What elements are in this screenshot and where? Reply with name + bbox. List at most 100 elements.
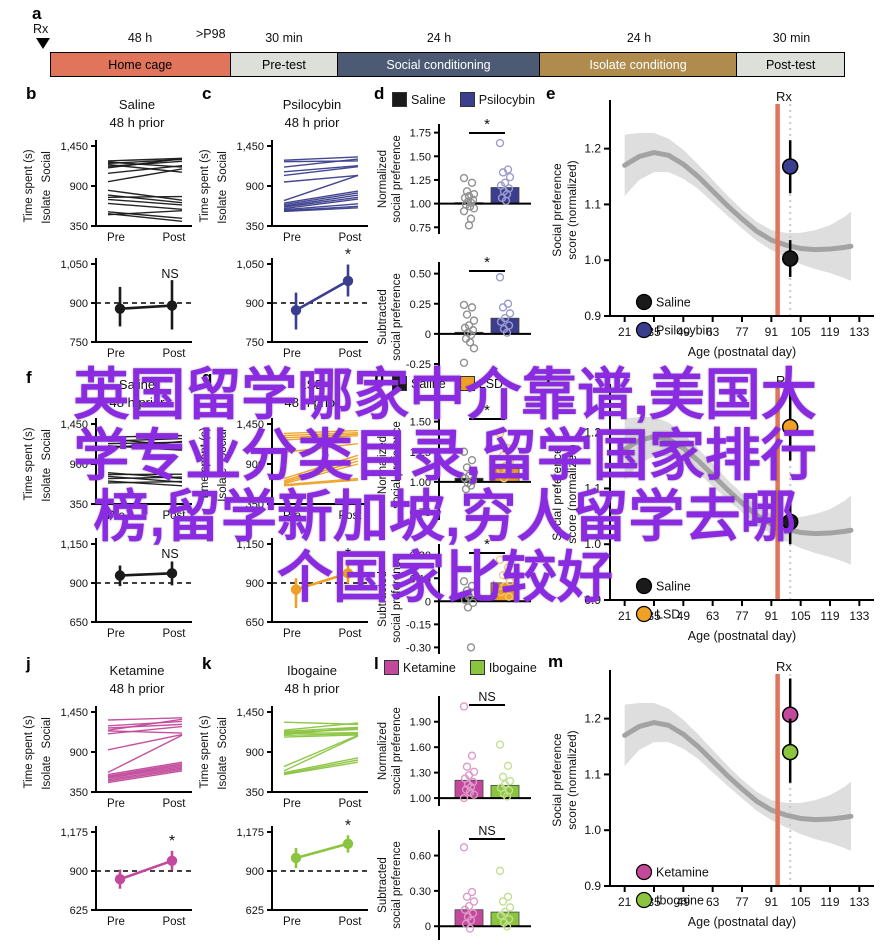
timeline-segment: Post-test [737, 53, 844, 76]
svg-text:Post: Post [162, 348, 186, 360]
svg-text:0: 0 [425, 329, 431, 341]
panel-letter-j: j [26, 654, 31, 673]
svg-text:900: 900 [70, 459, 88, 471]
svg-text:Post: Post [338, 510, 362, 522]
svg-text:625: 625 [246, 905, 264, 917]
svg-text:Post: Post [338, 348, 362, 360]
svg-text:Time spent (s): Time spent (s) [199, 427, 211, 500]
svg-text:Rx: Rx [776, 90, 792, 104]
panel-letter-i: i [546, 368, 551, 387]
svg-text:900: 900 [246, 298, 264, 310]
panel-letter-b: b [26, 84, 37, 103]
svg-text:Pre: Pre [283, 798, 301, 810]
svg-text:1.1: 1.1 [584, 481, 601, 495]
svg-text:-0.25: -0.25 [406, 359, 431, 371]
svg-text:Isolate: Isolate [41, 756, 53, 790]
svg-text:77: 77 [735, 895, 749, 909]
legend-label: Ketamine [403, 660, 456, 675]
timeline-segment: Pre-test [230, 53, 339, 76]
panel-j-title: Ketamine 48 h prior [109, 663, 165, 696]
svg-text:Saline: Saline [656, 296, 691, 310]
svg-text:Social preference: Social preference [550, 447, 564, 541]
panel-letter-a: a [32, 4, 42, 23]
panel-letter-f: f [26, 368, 32, 387]
svg-text:900: 900 [246, 866, 264, 878]
svg-text:-0.30: -0.30 [406, 642, 431, 654]
svg-text:900: 900 [246, 459, 264, 471]
legend-label: Psilocybin [478, 92, 536, 107]
svg-text:900: 900 [246, 747, 264, 759]
svg-text:21: 21 [618, 895, 632, 909]
svg-text:1,450: 1,450 [236, 141, 264, 153]
svg-text:350: 350 [246, 499, 264, 511]
legend-item: LSD [459, 376, 503, 391]
svg-text:1.50: 1.50 [410, 417, 431, 429]
svg-text:119: 119 [820, 325, 839, 339]
svg-text:1.1: 1.1 [584, 197, 601, 211]
panel-c-means-chart: 1,050 900 750 Pre Post * [236, 248, 368, 360]
svg-text:NS: NS [161, 547, 178, 561]
svg-text:Saline: Saline [656, 580, 691, 594]
svg-text:650: 650 [246, 617, 264, 629]
timeline-duration-label: 48 h [127, 31, 153, 45]
svg-text:900: 900 [70, 747, 88, 759]
svg-text:Pre: Pre [107, 510, 125, 522]
svg-text:Social: Social [217, 151, 229, 182]
svg-text:Social: Social [41, 717, 53, 748]
panel-l-normalized-bar-chart: 1.90 1.60 1.30 1.00 NS Normalized social prefe… [377, 690, 531, 806]
svg-text:1.2: 1.2 [584, 142, 601, 156]
svg-text:49: 49 [677, 895, 691, 909]
svg-text:1,450: 1,450 [236, 707, 264, 719]
panel-f-spaghetti-chart: 1,450 900 350 Pre Post Time spent (s) Social Is… [23, 418, 192, 522]
panel-l-subtracted-bar-chart: 0.60 0.30 0 NS Subtracted social preference [377, 824, 531, 940]
panel-l-legend: Ketamine Ibogaine [384, 660, 537, 675]
svg-text:1.0: 1.0 [584, 253, 601, 267]
svg-text:Rx: Rx [776, 660, 792, 674]
panel-letter-h: h [374, 368, 385, 387]
svg-text:Pre: Pre [107, 798, 125, 810]
svg-text:Pre: Pre [107, 232, 125, 244]
svg-text:Social: Social [217, 429, 229, 460]
panel-d-legend: Saline Psilocybin [392, 92, 535, 107]
svg-text:0.25: 0.25 [410, 299, 431, 311]
svg-text:1.1: 1.1 [584, 767, 601, 781]
svg-text:0.50: 0.50 [410, 269, 431, 281]
svg-text:social preference: social preference [391, 841, 403, 929]
svg-text:350: 350 [70, 221, 88, 233]
svg-text:350: 350 [246, 787, 264, 799]
svg-text:Normalized: Normalized [377, 722, 389, 780]
panel-g-title: LSD 48 h prior [284, 377, 340, 410]
svg-text:Rx: Rx [776, 374, 792, 388]
svg-text:Social: Social [217, 717, 229, 748]
svg-text:*: * [169, 833, 175, 850]
panel-k-title: Ibogaine 48 h prior [284, 663, 340, 696]
svg-text:Pre: Pre [283, 348, 301, 360]
svg-text:Pre: Pre [107, 916, 125, 928]
svg-text:105: 105 [791, 609, 811, 623]
svg-text:Time spent (s): Time spent (s) [23, 715, 35, 788]
svg-text:21: 21 [618, 609, 632, 623]
svg-text:*: * [484, 254, 490, 271]
panel-d-normalized-bar-chart: 1.75 1.50 1.25 1.00 0.75 * Normalized social pr… [377, 116, 531, 234]
panel-h-subtracted-bar-chart: 0.30 0.15 0 -0.15 -0.30 * Subtracted social pre… [377, 536, 531, 654]
panel-j-spaghetti-chart: 1,450 900 350 Pre Post Time spent (s) Social Is… [23, 706, 192, 810]
timeline-duration-label: 24 h [626, 31, 652, 45]
svg-text:1,150: 1,150 [60, 539, 88, 551]
legend-swatch-icon [392, 92, 407, 107]
svg-text:Age (postnatal day): Age (postnatal day) [688, 345, 796, 359]
svg-text:133: 133 [849, 895, 869, 909]
svg-text:NS: NS [478, 690, 495, 704]
svg-text:Subtracted: Subtracted [377, 571, 389, 627]
svg-text:1.90: 1.90 [410, 717, 431, 729]
panel-letter-g: g [202, 368, 213, 387]
svg-text:91: 91 [765, 325, 779, 339]
timeline-segment: Home cage [51, 53, 231, 76]
svg-text:social preference: social preference [391, 707, 403, 795]
legend-label: Ibogaine [488, 660, 537, 675]
svg-text:1.25: 1.25 [410, 447, 431, 459]
svg-text:0.30: 0.30 [410, 886, 431, 898]
svg-text:1.00: 1.00 [410, 199, 431, 211]
svg-text:*: * [484, 116, 490, 133]
svg-text:1,450: 1,450 [60, 707, 88, 719]
